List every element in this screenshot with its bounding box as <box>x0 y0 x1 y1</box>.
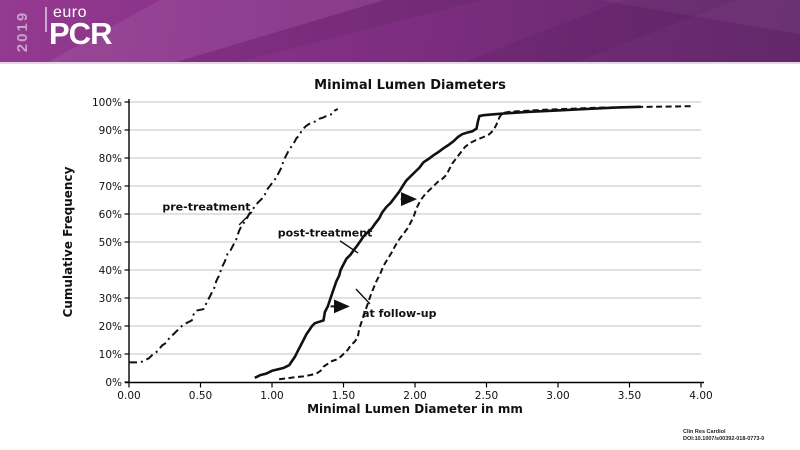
axes <box>125 99 704 384</box>
x-tick-label: 0.00 <box>117 390 140 402</box>
x-tick-label: 1.00 <box>260 390 283 402</box>
series-pre-treatment <box>129 108 339 364</box>
header-facet <box>463 0 736 62</box>
y-tick-label: 70% <box>99 181 122 193</box>
y-tick-label: 80% <box>99 153 122 165</box>
x-tick-label: 2.50 <box>475 390 498 402</box>
y-axis-title: Cumulative Frequency <box>61 166 75 317</box>
logo-divider <box>45 7 47 32</box>
y-tick-label: 20% <box>99 321 122 333</box>
europcr-logo-pcr: PCR <box>49 16 112 51</box>
chart-title: Minimal Lumen Diameters <box>314 78 506 93</box>
annotations: pre-treatment post-treatment at follow-up <box>162 192 437 320</box>
annotation-pre-treatment: pre-treatment <box>162 200 250 213</box>
y-tick-label: 100% <box>92 97 122 109</box>
citation-doi: DOI:10.1007/s00392-018-0773-0 <box>683 436 765 443</box>
annotation-post-treatment: post-treatment <box>278 226 373 239</box>
europcr-year: 2019 <box>10 0 36 62</box>
x-tick-label: 1.50 <box>332 390 355 402</box>
cumulative-frequency-chart: Minimal Lumen Diameters Cumulative Frequ… <box>61 78 713 416</box>
y-tick-label: 0% <box>105 377 122 389</box>
x-axis-title: Minimal Lumen Diameter in mm <box>307 402 523 416</box>
europcr-logo-euro: euro <box>53 4 88 21</box>
citation: Clin Res Cardiol DOI:10.1007/s00392-018-… <box>683 429 764 443</box>
x-tick-label: 4.00 <box>689 390 712 402</box>
y-tick-label: 30% <box>99 293 122 305</box>
annotation-leader <box>339 240 359 254</box>
header-facet <box>600 0 800 35</box>
y-tick-label: 10% <box>99 349 122 361</box>
y-axis-ticks: 0% 10% 20% 30% 40% 50% 60% 70% 80% 90% 100% <box>92 97 129 389</box>
x-tick-label: 0.50 <box>189 390 212 402</box>
annotation-leader <box>238 211 253 226</box>
y-tick-label: 50% <box>99 237 122 249</box>
europcr-year-text: 2019 <box>14 10 32 52</box>
annotation-leader <box>355 288 371 305</box>
series-lines <box>129 105 692 381</box>
y-tick-label: 60% <box>99 209 122 221</box>
annotation-at-follow-up: at follow-up <box>362 307 437 320</box>
x-tick-label: 3.00 <box>546 390 569 402</box>
header-facet <box>176 0 480 62</box>
header-facet <box>48 0 384 62</box>
series-at-follow-up <box>278 105 692 381</box>
y-tick-label: 40% <box>99 265 122 277</box>
y-tick-label: 90% <box>99 125 122 137</box>
x-axis-ticks: 0.00 0.50 1.00 1.50 2.00 2.50 3.00 3.50 4.00 <box>117 383 713 402</box>
x-tick-label: 3.50 <box>618 390 641 402</box>
gridlines <box>129 101 701 355</box>
x-tick-label: 2.00 <box>403 390 426 402</box>
series-post-treatment <box>254 105 641 379</box>
slide-header: 2019 euro PCR <box>0 0 800 64</box>
citation-journal: Clin Res Cardiol <box>683 429 726 435</box>
